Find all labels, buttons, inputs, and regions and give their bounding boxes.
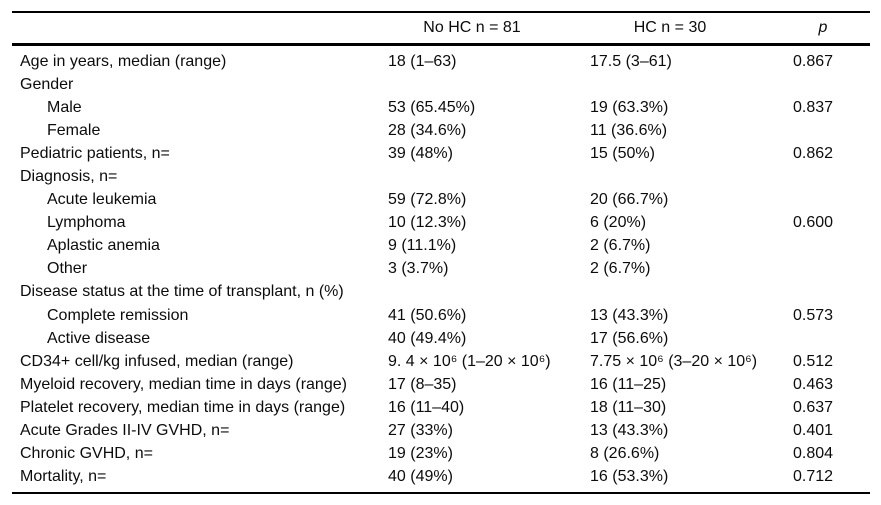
table-row: Other 3 (3.7%) 2 (6.7%) bbox=[12, 258, 870, 281]
no-hc-value: 41 (50.6%) bbox=[388, 306, 467, 324]
row-label: Acute Grades II-IV GVHD, n= bbox=[20, 422, 230, 440]
comparison-table: No HC n = 81 HC n = 30 p Age in years, m… bbox=[12, 11, 870, 494]
no-hc-value: 16 (11–40) bbox=[388, 398, 465, 416]
p-value: 0.573 bbox=[793, 306, 834, 324]
row-label: Disease status at the time of transplant… bbox=[20, 283, 344, 301]
no-hc-value: 18 (1–63) bbox=[388, 52, 457, 70]
hc-value: 11 (36.6%) bbox=[590, 121, 668, 139]
hc-value: 19 (63.3%) bbox=[590, 98, 669, 116]
row-label: Aplastic anemia bbox=[47, 237, 160, 255]
table-row: Acute Grades II-IV GVHD, n= 27 (33%) 13 … bbox=[12, 420, 870, 443]
no-hc-value: 10 (12.3%) bbox=[388, 214, 467, 232]
table-top-rule bbox=[12, 11, 870, 13]
p-value: 0.837 bbox=[793, 98, 834, 116]
row-label: Mortality, n= bbox=[20, 468, 107, 486]
table-row: Disease status at the time of transplant… bbox=[12, 281, 870, 304]
table-header-row: No HC n = 81 HC n = 30 p bbox=[12, 13, 870, 43]
no-hc-value: 3 (3.7%) bbox=[388, 260, 449, 278]
table-row: Age in years, median (range) 18 (1–63) 1… bbox=[12, 50, 870, 73]
table-row: Diagnosis, n= bbox=[12, 165, 870, 188]
header-no-hc-column: No HC n = 81 bbox=[423, 19, 521, 36]
hc-value: 18 (11–30) bbox=[590, 398, 667, 416]
row-label: Lymphoma bbox=[47, 214, 126, 232]
hc-value: 17.5 (3–61) bbox=[590, 52, 672, 70]
table-row: Gender bbox=[12, 73, 870, 96]
row-label: Other bbox=[47, 260, 88, 278]
table-row: Active disease 40 (49.4%) 17 (56.6%) bbox=[12, 327, 870, 350]
table-body: Age in years, median (range) 18 (1–63) 1… bbox=[12, 46, 870, 492]
table-row: Female 28 (34.6%) 11 (36.6%) bbox=[12, 119, 870, 142]
hc-value: 13 (43.3%) bbox=[590, 422, 669, 440]
row-label: Chronic GVHD, n= bbox=[20, 445, 153, 463]
p-value: 0.512 bbox=[793, 352, 834, 370]
no-hc-value: 9. 4 × 10⁶ (1–20 × 10⁶) bbox=[388, 352, 551, 370]
no-hc-value: 40 (49%) bbox=[388, 468, 453, 486]
p-value: 0.712 bbox=[793, 468, 834, 486]
hc-value: 2 (6.7%) bbox=[590, 260, 651, 278]
table-row: Complete remission 41 (50.6%) 13 (43.3%)… bbox=[12, 304, 870, 327]
table-row: Pediatric patients, n= 39 (48%) 15 (50%)… bbox=[12, 142, 870, 165]
p-value: 0.600 bbox=[793, 214, 834, 232]
hc-value: 20 (66.7%) bbox=[590, 191, 669, 209]
table-row: CD34+ cell/kg infused, median (range) 9.… bbox=[12, 350, 870, 373]
no-hc-value: 59 (72.8%) bbox=[388, 191, 467, 209]
hc-value: 16 (11–25) bbox=[590, 375, 667, 393]
table-row: Acute leukemia 59 (72.8%) 20 (66.7%) bbox=[12, 189, 870, 212]
no-hc-value: 53 (65.45%) bbox=[388, 98, 476, 116]
row-label: Acute leukemia bbox=[47, 191, 157, 209]
no-hc-value: 17 (8–35) bbox=[388, 375, 457, 393]
p-value: 0.401 bbox=[793, 422, 834, 440]
hc-value: 17 (56.6%) bbox=[590, 329, 669, 347]
hc-value: 7.75 × 10⁶ (3–20 × 10⁶) bbox=[590, 352, 758, 370]
header-p-column: p bbox=[818, 19, 828, 36]
table-row: Platelet recovery, median time in days (… bbox=[12, 396, 870, 419]
no-hc-value: 27 (33%) bbox=[388, 422, 453, 440]
row-label: Platelet recovery, median time in days (… bbox=[20, 398, 346, 416]
no-hc-value: 19 (23%) bbox=[388, 445, 453, 463]
p-value: 0.804 bbox=[793, 445, 834, 463]
table-row: Lymphoma 10 (12.3%) 6 (20%) 0.600 bbox=[12, 212, 870, 235]
p-value: 0.867 bbox=[793, 52, 834, 70]
hc-value: 16 (53.3%) bbox=[590, 468, 669, 486]
row-label: Gender bbox=[20, 75, 74, 93]
p-value: 0.637 bbox=[793, 398, 834, 416]
table-bottom-rule bbox=[12, 491, 870, 494]
row-label: Diagnosis, n= bbox=[20, 168, 118, 186]
hc-value: 15 (50%) bbox=[590, 144, 655, 162]
table-row: Aplastic anemia 9 (11.1%) 2 (6.7%) bbox=[12, 235, 870, 258]
table-row: Myeloid recovery, median time in days (r… bbox=[12, 373, 870, 396]
no-hc-value: 39 (48%) bbox=[388, 144, 453, 162]
hc-value: 13 (43.3%) bbox=[590, 306, 669, 324]
table-row: Chronic GVHD, n= 19 (23%) 8 (26.6%) 0.80… bbox=[12, 443, 870, 466]
header-hc-column: HC n = 30 bbox=[633, 19, 707, 36]
row-label: Age in years, median (range) bbox=[20, 52, 227, 70]
row-label: Male bbox=[47, 98, 82, 116]
table-row: Male 53 (65.45%) 19 (63.3%) 0.837 bbox=[12, 96, 870, 119]
row-label: Active disease bbox=[47, 329, 151, 347]
table-row: Mortality, n= 40 (49%) 16 (53.3%) 0.712 bbox=[12, 466, 870, 489]
hc-value: 2 (6.7%) bbox=[590, 237, 651, 255]
row-label: Complete remission bbox=[47, 306, 189, 324]
p-value: 0.862 bbox=[793, 144, 834, 162]
row-label: CD34+ cell/kg infused, median (range) bbox=[20, 352, 294, 370]
p-value: 0.463 bbox=[793, 375, 834, 393]
row-label: Myeloid recovery, median time in days (r… bbox=[20, 375, 347, 393]
row-label: Female bbox=[47, 121, 101, 139]
hc-value: 8 (26.6%) bbox=[590, 445, 660, 463]
no-hc-value: 40 (49.4%) bbox=[388, 329, 467, 347]
no-hc-value: 9 (11.1%) bbox=[388, 237, 457, 255]
row-label: Pediatric patients, n= bbox=[20, 144, 170, 162]
hc-value: 6 (20%) bbox=[590, 214, 647, 232]
no-hc-value: 28 (34.6%) bbox=[388, 121, 467, 139]
header-separator-rule bbox=[12, 43, 870, 46]
